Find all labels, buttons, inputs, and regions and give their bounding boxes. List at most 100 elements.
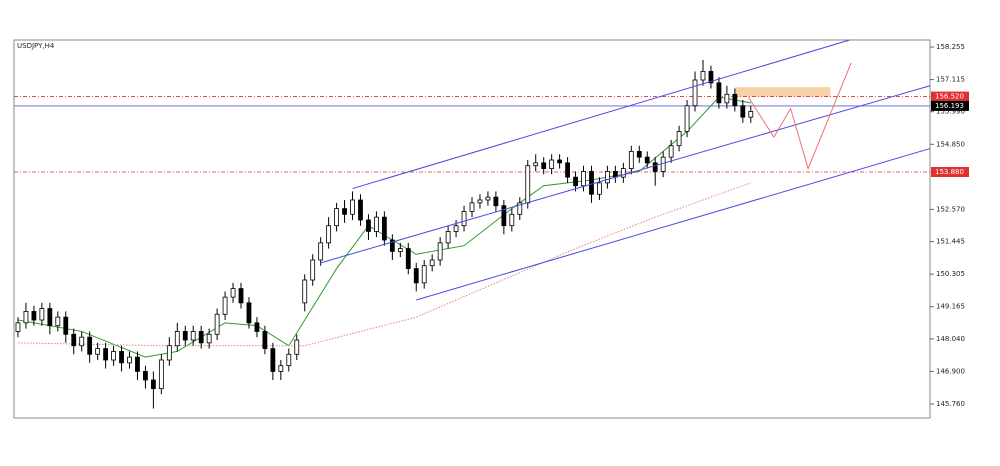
candle-body [581, 171, 586, 187]
candle-body [421, 265, 427, 284]
y-tick-label: 148.040 [936, 335, 965, 343]
candle-body [262, 331, 268, 349]
price-label: 156.520 [935, 93, 964, 101]
candle-body [286, 353, 292, 367]
candle-body [573, 176, 578, 187]
candle-body [740, 105, 746, 118]
candle-body [605, 171, 610, 184]
candle-body [31, 311, 37, 321]
candle-body [597, 182, 602, 195]
candle-body [174, 331, 180, 347]
candle-body [644, 156, 650, 164]
candle-body [469, 202, 475, 212]
price-label-box [931, 100, 969, 111]
candle-body [366, 219, 371, 232]
candle-body [278, 365, 284, 372]
candle-body [358, 199, 363, 221]
moving-average [17, 182, 751, 347]
candle-body [214, 313, 220, 335]
candle-body [294, 339, 300, 355]
candle-body [246, 302, 252, 324]
candle-body [668, 145, 674, 158]
candle-body [429, 259, 435, 267]
candle-body [541, 162, 547, 169]
candle-body [748, 111, 754, 118]
candle-body [732, 93, 738, 107]
candle-body [501, 205, 507, 227]
candle-body [700, 71, 706, 81]
candle-body [660, 156, 666, 172]
y-tick-label: 154.850 [936, 140, 965, 148]
candle-body [445, 231, 451, 244]
candle-body [350, 199, 355, 215]
y-tick-label: 145.760 [936, 400, 965, 408]
candle-body [270, 348, 276, 372]
candle-body [206, 333, 212, 344]
candle-body [557, 159, 563, 164]
candle-body [692, 79, 698, 107]
candle-body [47, 308, 53, 327]
candle-body [79, 336, 85, 347]
candle-body [509, 213, 515, 227]
trend-line [352, 39, 850, 190]
candle-body [127, 356, 132, 364]
trend-line [747, 62, 852, 171]
chart-title: USDJPY,H4 [17, 42, 55, 50]
y-tick-label: 157.115 [936, 76, 965, 84]
candle-body [318, 242, 324, 261]
candle-body [103, 348, 108, 361]
candle-body [477, 199, 483, 204]
price-label-box [931, 91, 969, 102]
candle-body [525, 165, 531, 204]
candle-body [143, 371, 148, 381]
candle-body [620, 168, 626, 178]
candle-body [636, 151, 642, 158]
candle-body [389, 239, 395, 252]
y-tick-label: 151.445 [936, 238, 965, 246]
candle-body [310, 259, 316, 281]
candle-body [198, 331, 204, 344]
candle-body [158, 359, 164, 389]
y-tick-label: 146.900 [936, 367, 965, 375]
trend-line [320, 85, 931, 264]
candle-body [182, 331, 188, 341]
candle-body [87, 336, 93, 355]
target-zone [734, 87, 831, 97]
candle-body [150, 379, 156, 389]
y-tick-label: 158.255 [936, 43, 965, 51]
candle-body [565, 162, 570, 178]
candle-body [39, 308, 45, 321]
candle-body [190, 331, 196, 341]
candle-body [166, 345, 172, 361]
candle-body [334, 208, 339, 227]
candle-body [461, 211, 467, 227]
candle-body [405, 248, 411, 269]
candle-body [63, 316, 69, 335]
candle-body [652, 162, 658, 172]
candle-body [374, 216, 379, 232]
candle-body [549, 159, 555, 169]
y-tick-label: 149.165 [936, 303, 965, 311]
candle-body [23, 311, 29, 324]
candle-body [724, 93, 730, 104]
candle-body [397, 248, 403, 252]
candle-body [533, 162, 539, 167]
candle-body [381, 216, 387, 241]
candle-body [135, 356, 140, 372]
candle-body [517, 202, 523, 215]
candle-body [437, 242, 443, 261]
candle-body [254, 322, 260, 332]
candle-body [15, 322, 21, 332]
trend-line [416, 148, 931, 301]
candle-body [676, 131, 682, 147]
candle-body [453, 225, 459, 232]
candle-body [716, 82, 722, 104]
candle-body [326, 225, 332, 244]
price-label: 156.193 [935, 102, 964, 110]
candle-body [111, 351, 116, 361]
candle-body [71, 333, 77, 347]
plot-frame [13, 39, 931, 419]
y-tick-label: 150.305 [936, 270, 965, 278]
candle-body [684, 105, 690, 132]
y-tick-label: 152.570 [936, 205, 965, 213]
